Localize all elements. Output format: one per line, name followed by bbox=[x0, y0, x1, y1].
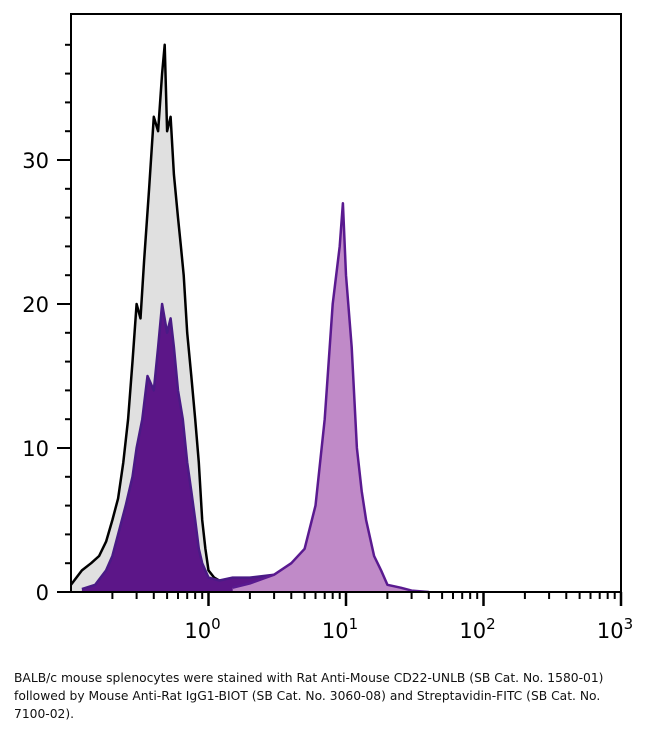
y-tick-label: 0 bbox=[36, 581, 49, 605]
series-1-fill bbox=[81, 304, 292, 592]
y-tick-label: 30 bbox=[22, 149, 49, 173]
x-tick-label: 102 bbox=[459, 615, 495, 643]
figure-caption: BALB/c mouse splenocytes were stained wi… bbox=[14, 671, 604, 721]
y-tick-label: 20 bbox=[22, 293, 49, 317]
x-tick-label: 103 bbox=[597, 615, 633, 643]
series-2-fill bbox=[232, 203, 429, 592]
x-tick-label: 100 bbox=[184, 615, 220, 643]
series-1-line bbox=[81, 302, 292, 591]
series-0-fill bbox=[71, 44, 305, 593]
series-0-line bbox=[70, 43, 305, 594]
y-tick-label: 10 bbox=[22, 437, 49, 461]
x-tick-label: 101 bbox=[322, 615, 358, 643]
series-2-line bbox=[232, 201, 429, 594]
histogram-chart: 0 10 20 30 100 101 102 103 bbox=[22, 13, 633, 643]
